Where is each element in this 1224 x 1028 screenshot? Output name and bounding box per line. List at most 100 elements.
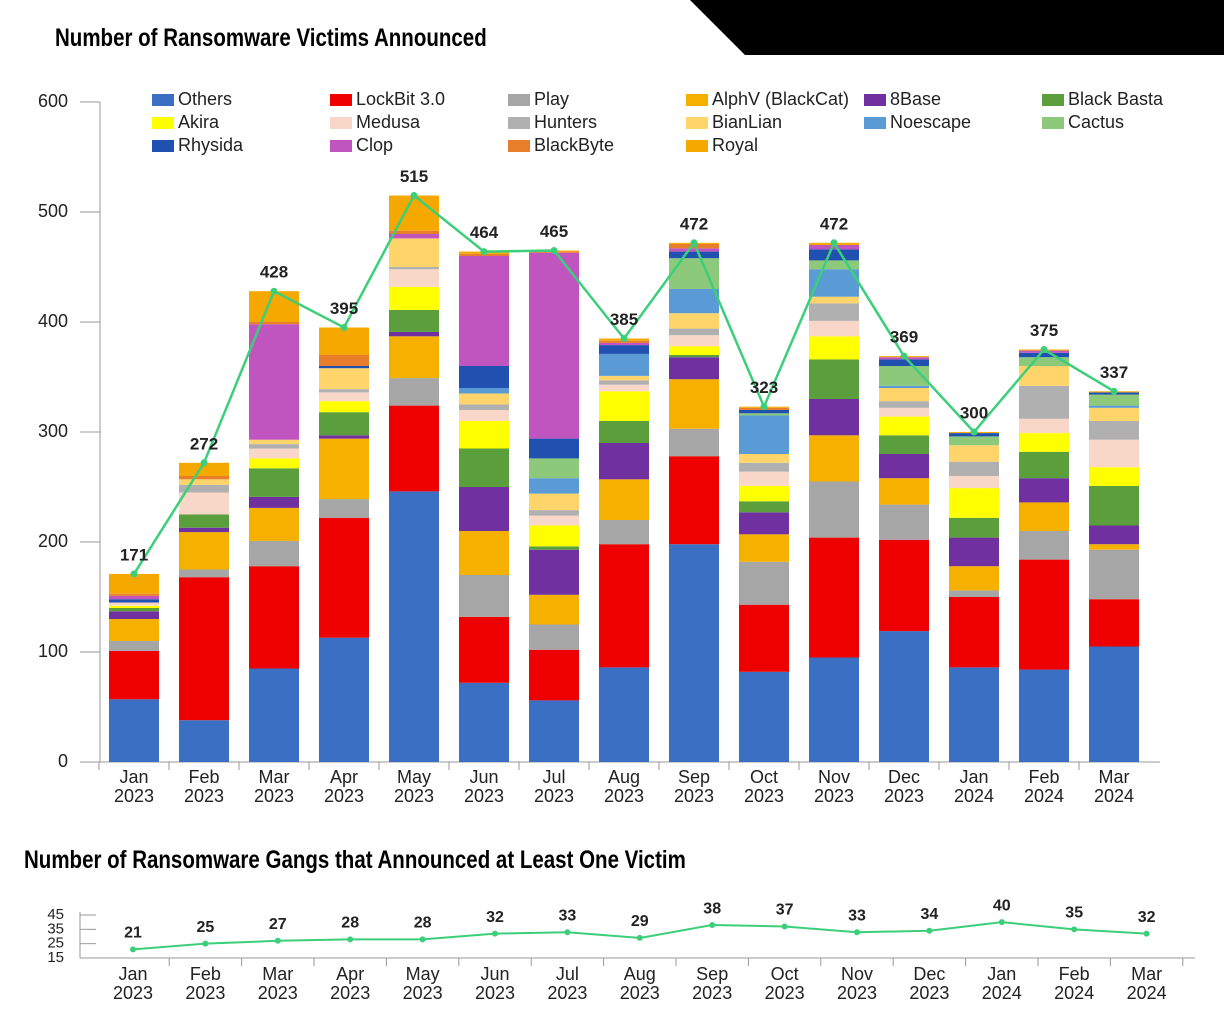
legend-label: BianLian [712,112,782,132]
bar-segment [669,357,719,380]
x-tick-label: Aug 2023 [603,767,645,806]
y-tick-label: 0 [58,751,68,771]
bar-segment [669,346,719,355]
bar-segment [389,491,439,762]
point [492,930,498,937]
bar-segment [669,248,719,252]
bar-segment [529,700,579,762]
bar-segment [179,476,229,480]
bar-segment [1089,549,1139,600]
bar-segment [249,324,299,440]
bar-segment [669,379,719,429]
bar-segment [109,605,159,608]
bar-segment [949,445,999,462]
legend-label: Play [534,89,569,109]
legend-swatch [330,140,352,152]
bar-segment [739,604,789,672]
value-label: 32 [486,909,504,926]
chart-title: Number of Ransomware Victims Announced [55,24,487,52]
x-tick-label: Jul 2023 [533,767,575,806]
bar-segment [389,331,439,337]
bar-segment [109,573,159,594]
x-tick-label: Sep 2023 [673,767,715,806]
x-tick-label: Aug 2023 [619,964,660,1003]
x-tick-label: Mar 2024 [1093,767,1135,806]
bar-segment [319,435,369,439]
bar-segment [109,599,159,603]
x-tick-label: Mar 2023 [257,964,298,1003]
x-tick-label: Jun 2023 [463,767,505,806]
bar-segment [109,641,159,651]
total-point [1040,346,1048,353]
bar-segment [109,602,159,606]
bar-segment [1089,407,1139,421]
bar-segment [809,249,859,261]
total-label: 515 [400,167,428,186]
bar-segment [879,539,929,632]
bar-segment [669,251,719,259]
bar-segment [599,375,649,381]
bar-segment [389,405,439,492]
point [854,929,860,936]
point [781,923,788,930]
bar-segment [879,435,929,454]
bar-segment [529,458,579,479]
bar-segment [389,378,439,406]
x-tick-label: Mar 2023 [253,767,295,806]
x-tick-label: Apr 2023 [323,767,365,806]
total-point [550,247,558,254]
bar-segment [459,682,509,762]
legend-label: Rhysida [178,135,244,155]
x-tick-label: Mar 2024 [1126,964,1167,1003]
bar-segment [389,238,439,267]
bar-segment [879,416,929,436]
bar-segment [599,421,649,443]
legend-label: Others [178,89,232,109]
bar-segment [459,256,509,366]
bar-segment [249,496,299,508]
bar-segment [459,393,509,405]
bar-segment [319,389,369,393]
bar-segment [529,624,579,650]
bar-segment [319,517,369,638]
bar-segment [1089,421,1139,440]
bar-segment [109,619,159,641]
bar-segment [739,671,789,762]
bar-segment [1019,385,1069,419]
bar-segment [179,720,229,762]
bar-segment [389,234,439,239]
bar-segment [739,561,789,605]
total-label: 464 [470,223,499,242]
x-tick-label: Jun 2023 [474,964,516,1003]
total-point [760,403,768,411]
point [998,919,1005,926]
bar-segment [949,590,999,597]
y-tick-label: 400 [38,311,68,331]
legend-swatch [864,117,886,129]
bar-segment [389,286,439,310]
bar-segment [879,388,929,402]
y-tick-label: 15 [47,949,64,966]
bar-segment [529,438,579,459]
bar-segment [529,478,579,494]
bar-segment [459,404,509,410]
bar-segment [459,448,509,487]
total-point [270,287,278,295]
corner-decoration [690,0,1224,55]
value-label: 33 [559,907,577,924]
legend-swatch [1042,94,1064,106]
legend-label: 8Base [890,89,941,109]
value-label: 33 [848,907,866,924]
bar-segment [809,296,859,304]
total-label: 395 [330,299,358,318]
value-label: 34 [921,906,939,923]
bar-segment [949,436,999,446]
total-label: 337 [1100,363,1128,382]
bar-segment [809,359,859,399]
bar-segment [1019,478,1069,503]
bar-segment [1019,559,1069,670]
bar-segment [879,359,929,366]
bar-segment [529,510,579,516]
legend-label: Clop [356,135,393,155]
bar-segment [879,631,929,762]
